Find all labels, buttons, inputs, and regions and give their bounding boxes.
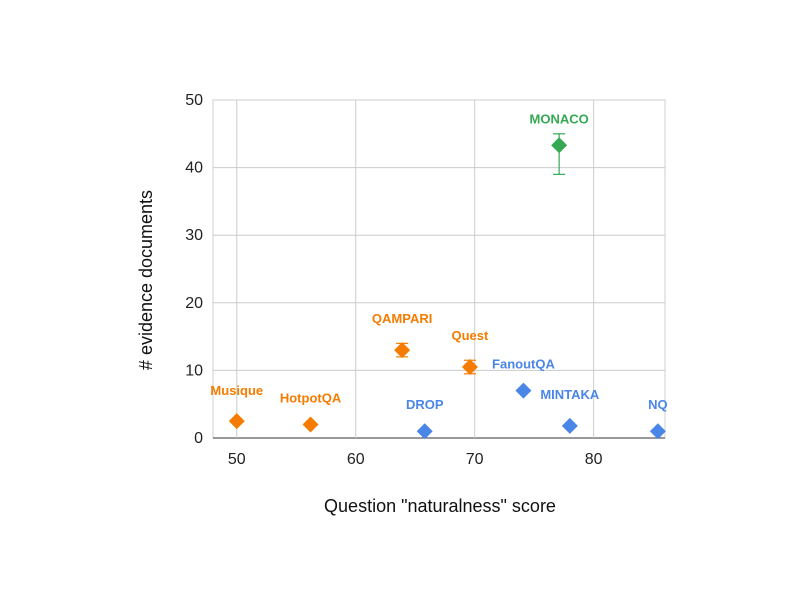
grid-lines: [212, 99, 666, 439]
y-tick-label: 40: [185, 160, 203, 177]
point-label: HotpotQA: [280, 390, 342, 405]
point-label: MONACO: [530, 111, 589, 126]
x-axis-title: Question "naturalness" score: [324, 496, 556, 516]
point-label: FanoutQA: [492, 357, 555, 372]
data-point-musique: Musique: [210, 383, 263, 430]
y-tick-label: 30: [185, 227, 203, 244]
diamond-marker: [551, 137, 568, 154]
diamond-marker: [416, 423, 433, 440]
diamond-marker: [302, 416, 319, 433]
point-label: MINTAKA: [540, 387, 600, 402]
data-point-monaco: MONACO: [530, 111, 589, 175]
y-tick-label: 20: [185, 295, 203, 312]
diamond-marker: [561, 417, 578, 434]
data-point-drop: DROP: [406, 397, 444, 440]
y-tick-labels: 0 10 20 30 40 50: [185, 92, 203, 447]
diamond-marker: [461, 359, 478, 376]
point-label: Musique: [210, 383, 263, 398]
data-points: Musique HotpotQA QAMPARI Quest DROP FanoutQA M…: [210, 111, 668, 440]
y-tick-label: 50: [185, 92, 203, 109]
data-point-fanoutqa: FanoutQA: [492, 357, 555, 399]
y-tick-label: 10: [185, 362, 203, 379]
data-point-mintaka: MINTAKA: [540, 387, 600, 434]
data-point-quest: Quest: [452, 328, 490, 376]
point-label: QAMPARI: [372, 311, 432, 326]
y-axis-title: # evidence documents: [136, 190, 156, 370]
point-label: Quest: [452, 328, 490, 343]
x-tick-label: 80: [585, 451, 603, 468]
diamond-marker: [515, 382, 532, 399]
diamond-marker: [228, 413, 245, 430]
y-tick-label: 0: [194, 430, 203, 447]
point-label: NQ: [648, 397, 668, 412]
diamond-marker: [649, 423, 666, 440]
point-label: DROP: [406, 397, 444, 412]
data-point-hotpotqa: HotpotQA: [280, 390, 342, 433]
x-tick-label: 60: [347, 451, 365, 468]
data-point-qampari: QAMPARI: [372, 311, 432, 359]
x-tick-label: 50: [228, 451, 246, 468]
x-tick-labels: 50 60 70 80: [228, 451, 603, 468]
data-point-nq: NQ: [648, 397, 668, 440]
diamond-marker: [394, 342, 411, 359]
x-tick-label: 70: [466, 451, 484, 468]
